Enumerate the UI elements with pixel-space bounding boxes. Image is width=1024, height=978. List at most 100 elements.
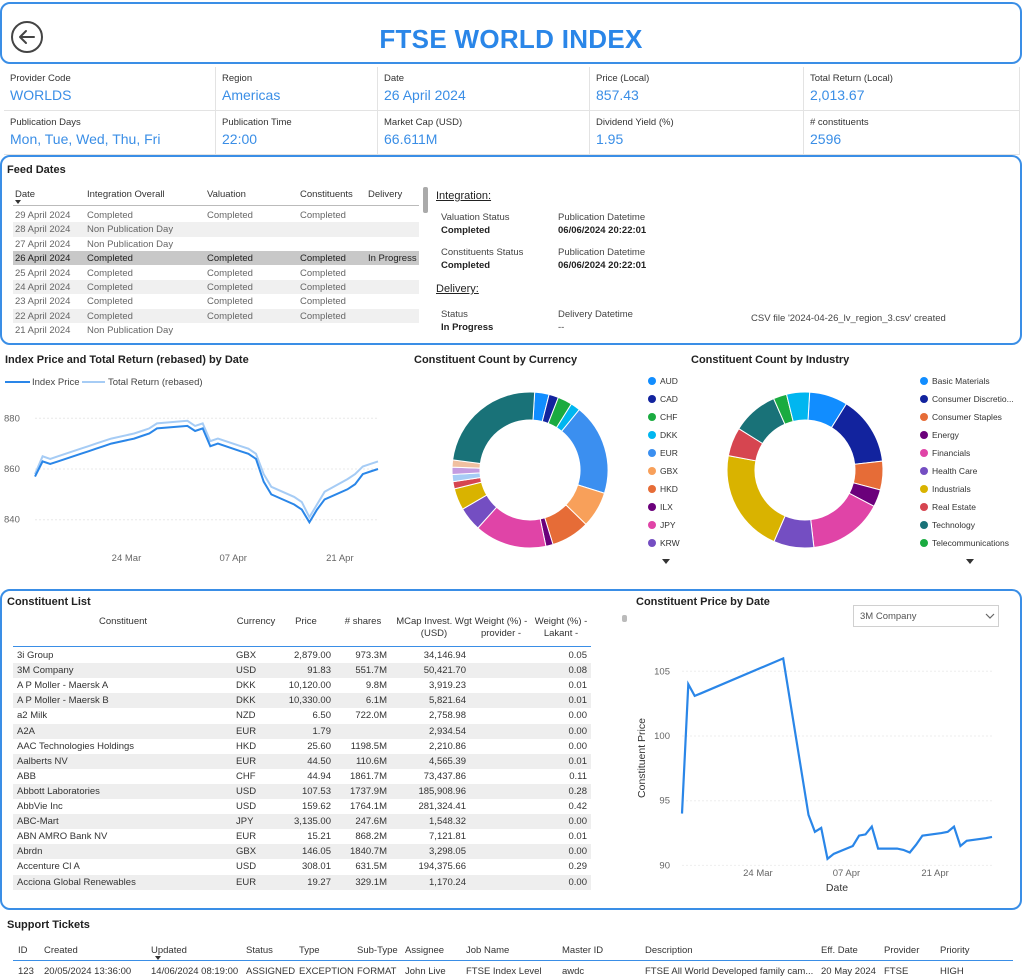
ticket-column-header[interactable]: Eff. Date	[821, 945, 858, 956]
feed-row[interactable]: 26 April 2024 Completed Completed Completed…	[13, 251, 419, 266]
constituent-column-header[interactable]: Currency	[236, 616, 276, 627]
legend-item[interactable]: Industrials	[920, 484, 971, 494]
ticket-cell[interactable]: awdc	[562, 966, 585, 977]
constituent-column-header[interactable]: Price	[295, 616, 317, 627]
constituent-column-header[interactable]: MCap Invest. Wgt (USD)	[396, 616, 472, 639]
constituent-row[interactable]: AbbVie Inc USD 159.62 1764.1M 281,324.41 0.42	[13, 799, 591, 814]
legend-scroll-down-icon[interactable]	[662, 559, 670, 564]
constituent-row[interactable]: 3i Group GBX 2,879.00 973.3M 34,146.94 0.05	[13, 648, 591, 663]
ticket-column-header[interactable]: Master ID	[562, 945, 604, 956]
feed-column-header[interactable]: Integration Overall	[87, 189, 165, 200]
feed-row[interactable]: 23 April 2024 Completed Completed Completed	[13, 294, 419, 308]
back-button[interactable]	[11, 21, 43, 53]
ticket-column-header[interactable]: Description	[645, 945, 693, 956]
industry-donut-chart	[726, 391, 884, 549]
constituent-row[interactable]: a2 Milk NZD 6.50 722.0M 2,758.98 0.00	[13, 708, 591, 723]
feed-column-header[interactable]: Date	[15, 189, 36, 200]
ticket-column-header[interactable]: Job Name	[466, 945, 510, 956]
ticket-cell[interactable]: 123	[18, 966, 34, 977]
feed-scrollbar[interactable]	[423, 187, 428, 213]
ticket-column-header[interactable]: ID	[18, 945, 28, 956]
ticket-column-header[interactable]: Sub-Type	[357, 945, 398, 956]
legend-label: EUR	[660, 448, 678, 458]
ticket-cell[interactable]: ASSIGNED	[246, 966, 296, 977]
constituent-select[interactable]: 3M Company	[853, 605, 999, 627]
legend-item[interactable]: Health Care	[920, 466, 977, 476]
constituent-row[interactable]: Aalberts NV EUR 44.50 110.6M 4,565.39 0.01	[13, 753, 591, 769]
constituent-row[interactable]: A2A EUR 1.79 2,934.54 0.00	[13, 723, 591, 739]
chart-scroll-handle[interactable]	[622, 615, 627, 622]
constituent-row[interactable]: Accenture Cl A USD 308.01 631.5M 194,375.66 0…	[13, 859, 591, 874]
constituent-column-header[interactable]: Weight (%) - provider -	[474, 616, 528, 639]
constituent-cell: 0.00	[568, 846, 588, 858]
constituent-cell: 9.8M	[365, 680, 387, 692]
feed-row[interactable]: 27 April 2024 Non Publication Day	[13, 237, 419, 251]
legend-item[interactable]: Financials	[920, 448, 970, 458]
legend-item[interactable]: AUD	[648, 376, 678, 386]
constituent-column-header[interactable]: Constituent	[98, 616, 148, 627]
legend-item[interactable]: Energy	[920, 430, 959, 440]
legend-item[interactable]: Basic Materials	[920, 376, 990, 386]
legend-item[interactable]: Real Estate	[920, 502, 976, 512]
ticket-cell[interactable]: FORMAT	[357, 966, 397, 977]
ticket-column-header[interactable]: Created	[44, 945, 78, 956]
constituent-row[interactable]: Acciona Global Renewables EUR 19.27 329.1M 1…	[13, 874, 591, 890]
legend-item[interactable]: Consumer Discretio...	[920, 394, 1014, 404]
constituent-row[interactable]: Abrdn GBX 146.05 1840.7M 3,298.05 0.00	[13, 844, 591, 860]
constituent-cell: 2,210.86	[429, 740, 466, 752]
ticket-column-header[interactable]: Provider	[884, 945, 920, 956]
updated-sort-desc-icon[interactable]	[155, 956, 161, 960]
legend-item[interactable]: ILX	[648, 502, 673, 512]
feed-row[interactable]: 22 April 2024 Completed Completed Completed	[13, 308, 419, 324]
legend-item[interactable]: GBX	[648, 466, 678, 476]
constituent-row[interactable]: AAC Technologies Holdings HKD 25.60 1198.5M…	[13, 739, 591, 754]
legend-item[interactable]: Telecommunications	[920, 538, 1009, 548]
legend-item[interactable]: EUR	[648, 448, 678, 458]
ticket-cell[interactable]: FTSE Index Level	[466, 966, 542, 977]
ticket-cell[interactable]: FTSE All World Developed family cam...	[645, 966, 814, 977]
ticket-column-header[interactable]: Status	[246, 945, 273, 956]
constituent-column-header[interactable]: # shares	[344, 616, 382, 627]
industry-legend-scroll-down-icon[interactable]	[966, 559, 974, 564]
constituent-row[interactable]: Abbott Laboratories USD 107.53 1737.9M 185,9…	[13, 783, 591, 799]
feed-row[interactable]: 24 April 2024 Completed Completed Completed	[13, 280, 419, 295]
constituent-row[interactable]: A P Moller - Maersk B DKK 10,330.00 6.1M 5,8…	[13, 693, 591, 709]
constituent-row[interactable]: ABB CHF 44.94 1861.7M 73,437.86 0.11	[13, 769, 591, 784]
legend-item[interactable]: Consumer Staples	[920, 412, 1002, 422]
ticket-cell[interactable]: EXCEPTION	[299, 966, 354, 977]
constituent-row[interactable]: ABC-Mart JPY 3,135.00 247.6M 1,548.32 0.00	[13, 814, 591, 830]
legend-label: Technology	[932, 520, 976, 530]
feed-column-header[interactable]: Delivery	[368, 189, 403, 200]
ticket-cell[interactable]: John Live	[405, 966, 446, 977]
constituent-price-chart: 90 95 100 105 24 Mar 07 Apr 21 Apr Date Constitu…	[636, 656, 993, 894]
feed-row[interactable]: 21 April 2024 Non Publication Day	[13, 323, 419, 337]
ticket-cell[interactable]: 20 May 2024	[821, 966, 876, 977]
legend-item[interactable]: KRW	[648, 538, 680, 548]
legend-item[interactable]: CAD	[648, 394, 678, 404]
ticket-column-header[interactable]: Type	[299, 945, 320, 956]
ticket-cell[interactable]: HIGH	[940, 966, 964, 977]
legend-item[interactable]: Technology	[920, 520, 975, 530]
constituent-cell: 0.00	[568, 816, 588, 828]
feed-row[interactable]: 29 April 2024 Completed Completed Completed	[13, 208, 419, 222]
feed-row[interactable]: 28 April 2024 Non Publication Day	[13, 222, 419, 237]
legend-item[interactable]: CHF	[648, 412, 677, 422]
ticket-column-header[interactable]: Assignee	[405, 945, 445, 956]
legend-item[interactable]: JPY	[648, 520, 676, 530]
constituent-column-header[interactable]: Weight (%) - Lakant -	[534, 616, 588, 639]
legend-item[interactable]: HKD	[648, 484, 678, 494]
ticket-cell[interactable]: 14/06/2024 08:19:00	[151, 966, 239, 977]
ticket-cell[interactable]: FTSE	[884, 966, 909, 977]
ticket-column-header[interactable]: Updated	[151, 945, 187, 956]
ticket-cell[interactable]: 20/05/2024 13:36:00	[44, 966, 132, 977]
feed-column-header[interactable]: Valuation	[207, 189, 246, 200]
feed-row[interactable]: 25 April 2024 Completed Completed Completed	[13, 266, 419, 280]
legend-item[interactable]: DKK	[648, 430, 677, 440]
constituent-row[interactable]: 3M Company USD 91.83 551.7M 50,421.70 0.08	[13, 663, 591, 679]
ticket-column-header[interactable]: Priority	[940, 945, 970, 956]
sort-desc-icon[interactable]	[15, 200, 21, 204]
constituent-cell: 185,908.96	[418, 785, 466, 797]
constituent-row[interactable]: ABN AMRO Bank NV EUR 15.21 868.2M 7,121.81 0.…	[13, 829, 591, 844]
feed-column-header[interactable]: Constituents	[300, 189, 353, 200]
constituent-row[interactable]: A P Moller - Maersk A DKK 10,120.00 9.8M 3,9…	[13, 678, 591, 693]
